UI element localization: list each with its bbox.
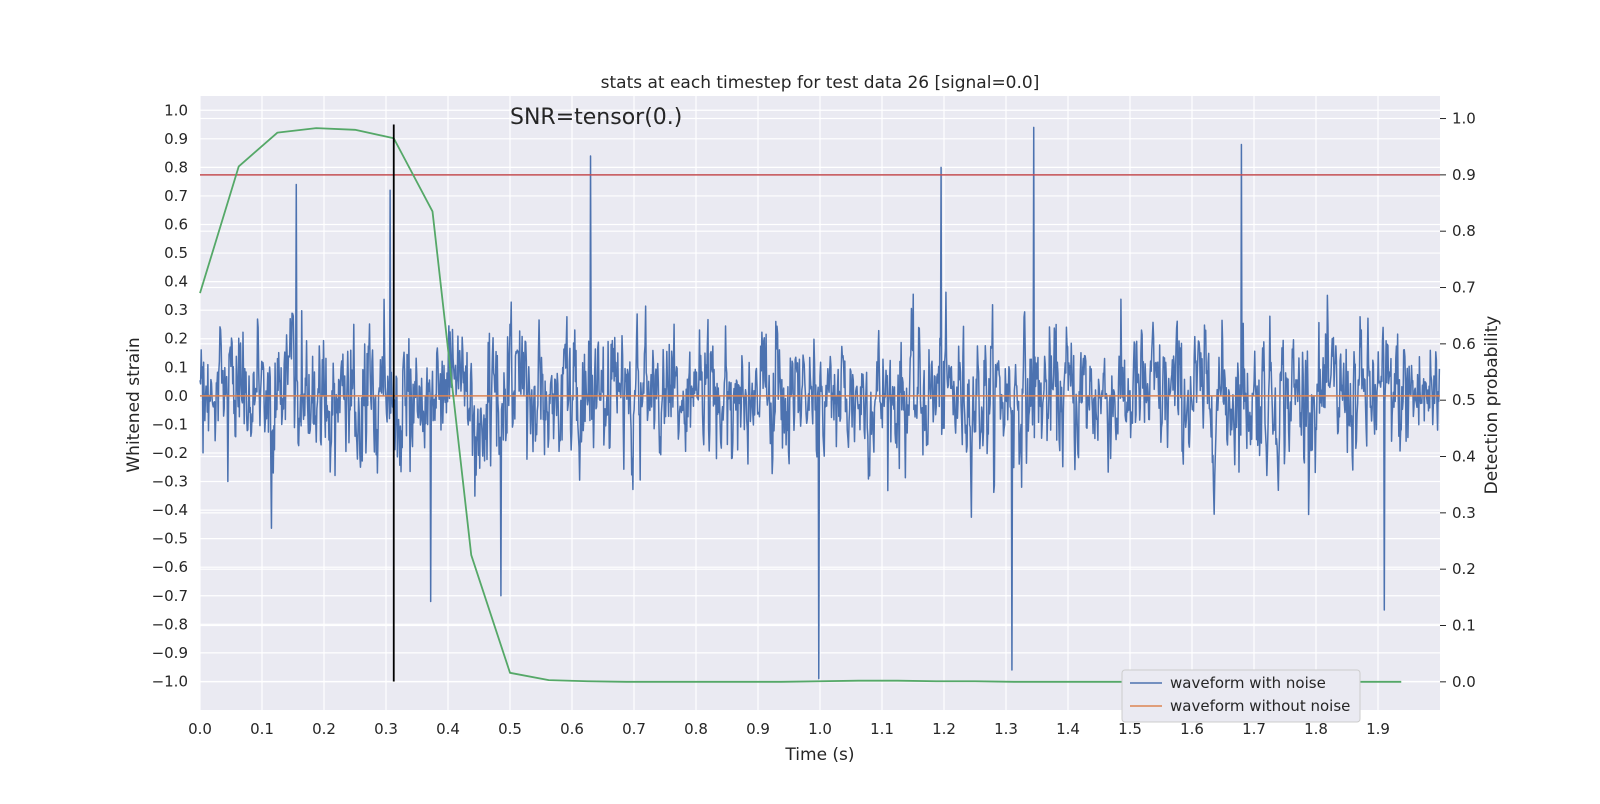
y2-tick-label: 0.6	[1452, 335, 1476, 353]
x-tick-label: 1.3	[994, 720, 1018, 738]
x-tick-label: 1.7	[1242, 720, 1266, 738]
x-tick-label: 0.1	[250, 720, 274, 738]
snr-annotation: SNR=tensor(0.)	[510, 105, 682, 130]
x-tick-label: 1.5	[1118, 720, 1142, 738]
y-tick-label: 0.7	[164, 187, 188, 205]
y-tick-label: −0.9	[152, 644, 188, 662]
y-tick-label: 0.1	[164, 358, 188, 376]
y-tick-label: 0.6	[164, 216, 188, 234]
y2-tick-label: 0.5	[1452, 391, 1476, 409]
x-axis-label: Time (s)	[784, 745, 854, 765]
left-axis: 1.0 0.9 0.8 0.7 0.6 0.5 0.4 0.3 0.2 0.1 0.0 −0.1 −0.…	[152, 101, 188, 690]
x-tick-label: 1.8	[1304, 720, 1328, 738]
legend: waveform with noise waveform without noi…	[1121, 669, 1361, 723]
y2-tick-label: 1.0	[1452, 110, 1476, 128]
y-tick-label: 0.0	[164, 387, 188, 405]
y2-tick-label: 0.3	[1452, 504, 1476, 522]
y-tick-label: 0.2	[164, 330, 188, 348]
x-tick-label: 0.7	[622, 720, 646, 738]
x-tick-label: 0.4	[436, 720, 460, 738]
y-tick-label: −0.5	[152, 530, 188, 548]
y-tick-label: 0.3	[164, 301, 188, 319]
series-waveform-with-noise	[199, 126, 1441, 680]
y-tick-label: 0.9	[164, 130, 188, 148]
x-tick-label: 1.2	[932, 720, 956, 738]
right-axis: 1.0 0.9 0.8 0.7 0.6 0.5 0.4 0.3 0.2 0.1 0.0	[1440, 110, 1476, 691]
x-tick-label: 0.9	[746, 720, 770, 738]
x-tick-label: 1.4	[1056, 720, 1080, 738]
x-tick-label: 1.0	[808, 720, 832, 738]
y2-tick-label: 0.2	[1452, 560, 1476, 578]
y-tick-label: −0.7	[152, 587, 188, 605]
legend-label-noise: waveform with noise	[1170, 674, 1326, 692]
noise-series	[199, 126, 1441, 680]
y-tick-label: 0.5	[164, 244, 188, 262]
x-tick-label: 1.1	[870, 720, 894, 738]
x-tick-label: 1.9	[1366, 720, 1390, 738]
x-tick-label: 0.8	[684, 720, 708, 738]
bottom-axis: 0.0 0.1 0.2 0.3 0.4 0.5 0.6 0.7 0.8 0.9 1.0 1.1 1.2 1…	[188, 720, 1390, 738]
y-tick-label: −0.8	[152, 615, 188, 633]
y-tick-label: 1.0	[164, 101, 188, 119]
x-tick-label: 0.0	[188, 720, 212, 738]
y2-tick-label: 0.8	[1452, 222, 1476, 240]
y2-tick-label: 0.9	[1452, 166, 1476, 184]
x-tick-label: 0.5	[498, 720, 522, 738]
y2-axis-label: Detection probability	[1482, 316, 1502, 495]
x-tick-label: 0.6	[560, 720, 584, 738]
y2-tick-label: 0.0	[1452, 673, 1476, 691]
y2-tick-label: 0.1	[1452, 617, 1476, 635]
x-tick-label: 0.2	[312, 720, 336, 738]
y-axis-label: Whitened strain	[124, 337, 144, 472]
y2-tick-label: 0.7	[1452, 279, 1476, 297]
y-tick-label: 0.8	[164, 158, 188, 176]
y-tick-label: −0.2	[152, 444, 188, 462]
y-tick-label: −1.0	[152, 672, 188, 690]
chart-title: stats at each timestep for test data 26 …	[601, 73, 1040, 93]
y-tick-label: −0.6	[152, 558, 188, 576]
legend-box	[1121, 669, 1361, 723]
x-tick-label: 1.6	[1180, 720, 1204, 738]
x-tick-label: 0.3	[374, 720, 398, 738]
y-tick-label: −0.3	[152, 473, 188, 491]
y-tick-label: 0.4	[164, 273, 188, 291]
y-tick-label: −0.1	[152, 415, 188, 433]
y2-tick-label: 0.4	[1452, 448, 1476, 466]
legend-label-clean: waveform without noise	[1170, 697, 1350, 715]
y-tick-label: −0.4	[152, 501, 188, 519]
